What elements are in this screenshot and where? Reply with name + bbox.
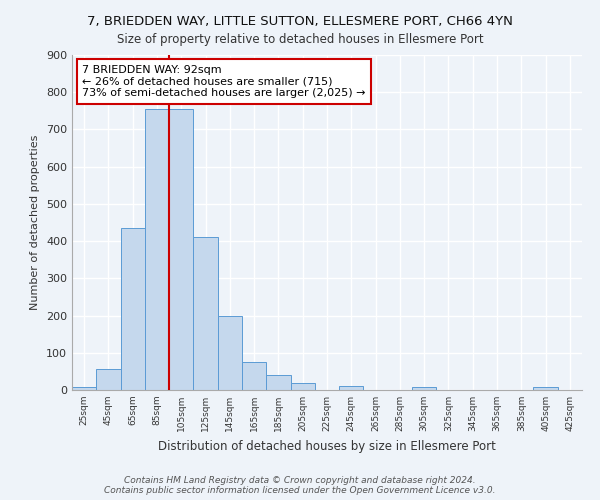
Bar [193,238,218,390]
Text: 7, BRIEDDEN WAY, LITTLE SUTTON, ELLESMERE PORT, CH66 4YN: 7, BRIEDDEN WAY, LITTLE SUTTON, ELLESMER… [87,15,513,28]
Bar [290,382,315,390]
Text: 7 BRIEDDEN WAY: 92sqm
← 26% of detached houses are smaller (715)
73% of semi-det: 7 BRIEDDEN WAY: 92sqm ← 26% of detached … [82,65,366,98]
Bar [266,375,290,390]
Text: Size of property relative to detached houses in Ellesmere Port: Size of property relative to detached ho… [116,32,484,46]
Bar [169,109,193,390]
Bar [242,362,266,390]
Bar [533,387,558,390]
Bar [412,387,436,390]
Y-axis label: Number of detached properties: Number of detached properties [31,135,40,310]
Bar [96,369,121,390]
Bar [145,109,169,390]
Bar [72,387,96,390]
Text: Contains HM Land Registry data © Crown copyright and database right 2024.
Contai: Contains HM Land Registry data © Crown c… [104,476,496,495]
X-axis label: Distribution of detached houses by size in Ellesmere Port: Distribution of detached houses by size … [158,440,496,452]
Bar [339,386,364,390]
Bar [121,228,145,390]
Bar [218,316,242,390]
